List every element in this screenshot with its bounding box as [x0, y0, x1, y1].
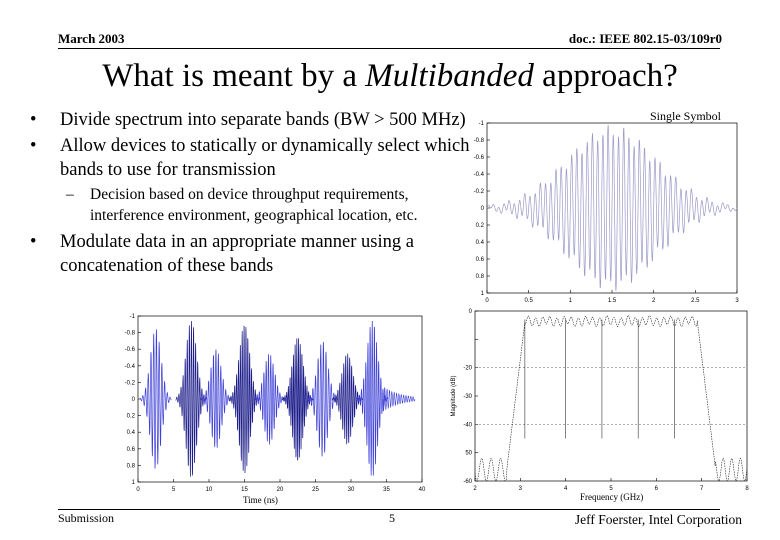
y-tick-label: -1 — [479, 121, 485, 127]
x-tick-label: 5 — [172, 487, 176, 493]
x-tick-label: 10 — [206, 487, 213, 493]
footer-page-number: 5 — [389, 511, 395, 525]
y-tick-label: -0.4 — [474, 172, 485, 178]
x-tick-label: 3 — [519, 486, 523, 492]
bullet-text: Divide spectrum into separate bands (BW … — [60, 110, 466, 130]
title-suffix: approach? — [533, 58, 678, 94]
x-tick-label: 8 — [745, 486, 749, 492]
bullet-marker: • — [30, 136, 37, 156]
y-tick-label: 50 — [465, 451, 472, 457]
x-tick-label: 25 — [312, 487, 319, 493]
x-tick-label: 20 — [277, 487, 284, 493]
y-tick-label: -0.2 — [474, 189, 485, 195]
y-tick-label: -0.6 — [474, 155, 485, 161]
bullet-item: • Modulate data in an appropriate manner … — [30, 230, 470, 278]
y-tick-label: -1 — [130, 314, 136, 320]
sub-bullet-item: – Decision based on device throughput req… — [30, 184, 470, 226]
slide-title: What is meant by a Multibanded approach? — [0, 58, 780, 95]
title-emphasis: Multibanded — [365, 58, 534, 94]
x-tick-label: 5 — [609, 486, 613, 492]
y-tick-label: -0.8 — [125, 331, 136, 337]
y-tick-label: 0 — [481, 206, 485, 212]
band-symbol-waveform — [306, 341, 339, 457]
band-symbol-waveform — [139, 329, 172, 469]
bullet-item: • Divide spectrum into separate bands (BW… — [30, 108, 470, 132]
time-axis-label: Time (ns) — [243, 495, 278, 505]
bullet-item: • Allow devices to statically or dynamica… — [30, 134, 470, 182]
y-tick-label: 1 — [481, 291, 485, 297]
y-tick-label: 0.8 — [476, 274, 485, 280]
symbol-waveform — [486, 125, 738, 291]
band-symbol-waveform — [200, 349, 232, 448]
x-tick-label: 3 — [735, 298, 739, 304]
x-tick-label: 1 — [569, 298, 573, 304]
x-tick-label: 2 — [473, 486, 477, 492]
y-tick-label: -0.4 — [125, 364, 136, 370]
x-tick-label: 15 — [241, 487, 248, 493]
x-tick-label: 2.5 — [691, 298, 700, 304]
x-tick-label: 7 — [700, 486, 704, 492]
y-tick-label: 0.4 — [127, 430, 136, 436]
magnitude-response-curve — [474, 315, 748, 482]
y-tick-label: 0.2 — [476, 223, 485, 229]
frequency-axis-label: Frequency (GHz) — [580, 492, 644, 502]
single-symbol-chart: 0 0.5 1 1.5 2 2.5 3 -1 -0.8 -0.6 -0.4 -0.2 0 0.2 0.4 0.… — [474, 121, 740, 304]
title-prefix: What is meant by a — [102, 58, 366, 94]
x-tick-label: 0.5 — [524, 298, 533, 304]
y-tick-label: 0 — [132, 397, 136, 403]
y-tick-label: 0.8 — [127, 463, 136, 469]
bullet-text: Modulate data in an appropriate manner u… — [60, 232, 414, 276]
x-tick-label: 1.5 — [608, 298, 617, 304]
y-axis-label: Magnitude (dB) — [451, 375, 457, 416]
x-tick-label: 0 — [485, 298, 489, 304]
footer-submission: Submission — [58, 511, 115, 525]
y-tick-label: -0.6 — [125, 347, 136, 353]
x-tick-label: 6 — [655, 486, 659, 492]
band-symbol-waveform — [228, 325, 261, 474]
plot-frame — [474, 310, 748, 482]
bullet-list: • Divide spectrum into separate bands (BW… — [30, 108, 470, 280]
header-rule — [58, 48, 720, 49]
single-symbol-title: Single Symbol — [650, 109, 722, 123]
y-tick-label: 0.6 — [127, 447, 136, 453]
footer-rule — [58, 509, 720, 510]
x-tick-label: 4 — [564, 486, 568, 492]
y-tick-label: 0.4 — [476, 240, 485, 246]
y-tick-label: -40 — [463, 422, 472, 428]
band-symbol-waveform — [331, 353, 364, 445]
band-symbol-waveform — [356, 320, 389, 476]
y-tick-label: -0.2 — [125, 380, 136, 386]
header-date: March 2003 — [58, 31, 125, 46]
sub-bullet-marker: – — [66, 186, 74, 203]
y-tick-label: 0.6 — [476, 257, 485, 263]
x-tick-label: 0 — [136, 487, 140, 493]
band-symbol-waveform — [281, 338, 314, 461]
y-tick-label: -0.8 — [474, 138, 485, 144]
y-tick-label: 1 — [132, 480, 136, 486]
y-tick-label: -20 — [463, 366, 472, 372]
bullet-marker: • — [30, 110, 37, 130]
tail-waveform — [382, 386, 416, 412]
y-tick-label: 0.2 — [127, 414, 136, 420]
y-tick-label: 0 — [469, 309, 473, 315]
band-symbol-waveform — [175, 321, 208, 477]
y-tick-label: -60 — [463, 479, 472, 485]
header-doc-id: doc.: IEEE 802.15-03/109r0 — [568, 31, 722, 46]
x-tick-label: 35 — [383, 487, 390, 493]
x-tick-label: 40 — [419, 487, 426, 493]
y-tick-label: -30 — [463, 394, 472, 400]
frequency-response-chart: 2 3 4 5 6 7 8 0 -20 -30 -40 50 -60 Magnitude (dB) — [451, 309, 749, 492]
time-domain-chart: 0 5 10 15 20 25 30 35 40 -1 -0.8 -0.6 -0.4 -0.2 0 0.2 0.… — [125, 314, 426, 493]
sub-bullet-text: Decision based on device throughput requ… — [90, 186, 418, 224]
footer-author: Jeff Foerster, Intel Corporation — [574, 512, 742, 527]
x-tick-label: 2 — [652, 298, 656, 304]
bullet-marker: • — [30, 232, 37, 252]
x-tick-label: 30 — [348, 487, 355, 493]
band-symbol-waveform — [253, 354, 286, 445]
bullet-text: Allow devices to statically or dynamical… — [60, 136, 470, 180]
